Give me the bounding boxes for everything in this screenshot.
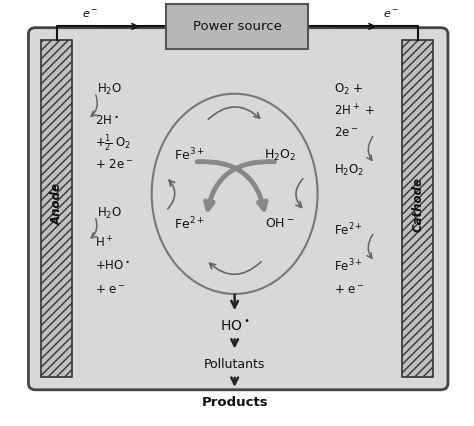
Text: + 2e$^-$: + 2e$^-$: [95, 158, 133, 170]
Text: O$_2$ +: O$_2$ +: [334, 82, 364, 97]
Text: Pollutants: Pollutants: [204, 358, 265, 371]
Text: H$_2$O: H$_2$O: [97, 205, 122, 221]
Text: Fe$^{3+}$: Fe$^{3+}$: [174, 147, 205, 164]
Text: H$_2$O$_2$: H$_2$O$_2$: [334, 163, 365, 178]
Text: Fe$^{2+}$: Fe$^{2+}$: [174, 216, 205, 232]
FancyBboxPatch shape: [166, 4, 308, 49]
Text: + e$^-$: + e$^-$: [95, 283, 126, 296]
Text: H$_2$O: H$_2$O: [97, 82, 122, 97]
Bar: [41, 40, 72, 377]
Text: Cathode: Cathode: [411, 177, 424, 232]
Text: +HO$^\bullet$: +HO$^\bullet$: [95, 260, 130, 273]
FancyBboxPatch shape: [28, 28, 448, 390]
Bar: [402, 40, 433, 377]
Text: H$^+$: H$^+$: [95, 235, 113, 250]
Text: Fe$^{3+}$: Fe$^{3+}$: [334, 258, 363, 274]
Text: H$_2$O$_2$: H$_2$O$_2$: [264, 148, 296, 163]
Text: HO$^\bullet$: HO$^\bullet$: [220, 320, 249, 334]
Text: Fe$^{2+}$: Fe$^{2+}$: [334, 222, 363, 238]
Text: +$\frac{1}{2}$ O$_2$: +$\frac{1}{2}$ O$_2$: [95, 132, 131, 153]
Text: 2H$^\bullet$: 2H$^\bullet$: [95, 115, 118, 128]
Text: + e$^-$: + e$^-$: [334, 283, 365, 296]
Text: OH$^-$: OH$^-$: [265, 217, 294, 230]
Text: Anode: Anode: [50, 184, 64, 225]
Text: $e^-$: $e^-$: [82, 9, 98, 20]
Text: 2e$^-$: 2e$^-$: [334, 126, 359, 138]
Text: 2H$^+$ +: 2H$^+$ +: [334, 103, 375, 118]
Text: Power source: Power source: [192, 20, 282, 33]
Text: $e^-$: $e^-$: [383, 9, 399, 20]
Text: Products: Products: [201, 396, 268, 409]
